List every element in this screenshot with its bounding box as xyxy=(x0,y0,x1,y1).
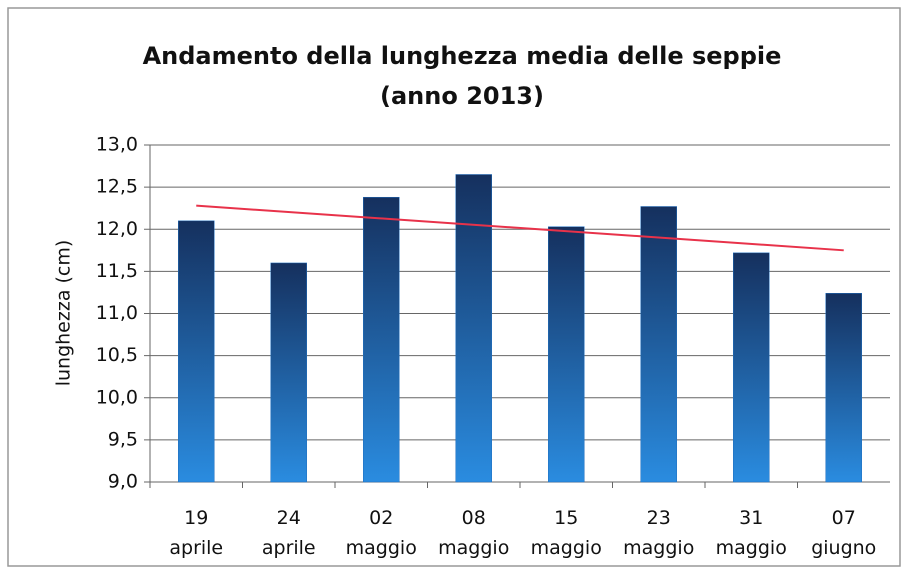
x-tick-label: 02 maggio xyxy=(346,507,417,559)
y-tick-label: 9,5 xyxy=(108,428,138,450)
bar xyxy=(825,293,862,483)
y-tick-label: 9,0 xyxy=(108,471,138,493)
bar xyxy=(733,252,770,483)
y-tick-label: 12,0 xyxy=(96,218,138,240)
x-tick-label: 08 maggio xyxy=(438,507,509,559)
x-tick-label: 07 giugno xyxy=(811,507,876,559)
x-tick-label: 19 aprile xyxy=(169,507,223,559)
y-tick-label: 10,5 xyxy=(96,344,138,366)
bar xyxy=(548,226,585,483)
bar xyxy=(178,220,215,483)
y-axis-label: lunghezza (cm) xyxy=(53,240,75,387)
bar xyxy=(363,196,400,483)
x-tick-label: 15 maggio xyxy=(531,507,602,559)
chart-title: Andamento della lunghezza media delle se… xyxy=(143,42,782,70)
y-tick-label: 11,5 xyxy=(96,260,138,282)
y-tick-label: 11,0 xyxy=(96,302,138,324)
x-tick-label: 31 maggio xyxy=(716,507,787,559)
y-tick-label: 13,0 xyxy=(96,134,138,156)
y-tick-label: 12,5 xyxy=(96,176,138,198)
bar xyxy=(640,206,677,483)
x-tick-label: 23 maggio xyxy=(623,507,694,559)
chart-subtitle: (anno 2013) xyxy=(380,82,544,110)
bar xyxy=(270,262,307,483)
y-tick-label: 10,0 xyxy=(96,386,138,408)
bar xyxy=(455,174,492,483)
trendline xyxy=(196,204,844,252)
x-tick-label: 24 aprile xyxy=(262,507,316,559)
